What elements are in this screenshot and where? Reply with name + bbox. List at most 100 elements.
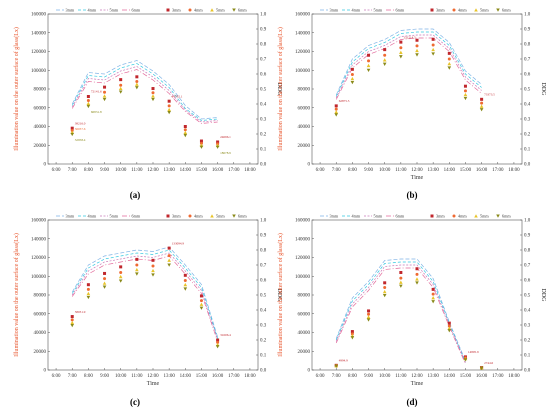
y-tick-label: 140000: [295, 31, 311, 36]
marker-4mm: [167, 104, 171, 108]
y2-axis-label: DDG: [540, 83, 546, 97]
y2-tick-label: 0.6: [524, 279, 531, 284]
y2-tick-label: 0.0: [524, 369, 531, 374]
legend-marker-label: 5mm: [216, 214, 225, 219]
marker-6mm: [334, 113, 339, 117]
y2-tick-label: 0.4: [260, 103, 267, 108]
marker-6mm: [215, 345, 220, 349]
marker-5mm: [399, 280, 403, 284]
legend-marker-swatch: [166, 8, 170, 12]
y2-tick-label: 0.1: [524, 148, 531, 153]
data-label: 18678.9: [220, 151, 231, 155]
legend-marker-swatch: [210, 214, 214, 218]
marker-3mm: [383, 281, 387, 285]
legend-marker-swatch: [188, 214, 192, 218]
marker-6mm: [135, 272, 139, 276]
y2-tick-label: 0.0: [524, 163, 531, 168]
x-tick-label: 14:00: [444, 374, 456, 379]
marker-5mm: [70, 320, 75, 325]
x-tick-label: 18:00: [508, 168, 520, 173]
marker-3mm: [86, 283, 90, 287]
marker-3mm: [415, 38, 419, 42]
legend-marker-label: 3mm: [172, 8, 181, 13]
marker-4mm: [367, 59, 371, 63]
marker-6mm: [183, 287, 188, 291]
ddg-line-5mm: [335, 264, 466, 363]
x-tick-label: 13:00: [163, 168, 175, 173]
y2-tick-label: 0.7: [260, 264, 267, 269]
y2-tick-label: 0.9: [524, 28, 531, 33]
marker-6mm: [183, 133, 188, 138]
legend-line-label: 4mm: [352, 8, 361, 13]
x-tick-label: 10:00: [379, 168, 391, 173]
marker-6mm: [167, 263, 171, 267]
marker-5mm: [183, 130, 188, 135]
marker-5mm: [431, 47, 435, 52]
x-tick-label: 17:00: [228, 374, 240, 379]
x-tick-label: 12:00: [411, 374, 423, 379]
y-tick-label: 60000: [298, 106, 311, 111]
marker-3mm: [399, 40, 403, 44]
marker-4mm: [151, 91, 155, 95]
y-tick-label: 80000: [298, 88, 311, 93]
data-label: 62875.5: [339, 99, 350, 103]
y-tick-label: 140000: [31, 31, 47, 36]
marker-6mm: [86, 295, 91, 300]
y2-tick-label: 0.6: [260, 73, 267, 78]
marker-3mm: [135, 75, 139, 79]
x-tick-label: 7:00: [332, 168, 341, 173]
y-tick-label: 40000: [34, 331, 47, 336]
y2-tick-label: 0.5: [260, 88, 267, 93]
data-label: 36037.6: [75, 127, 86, 131]
marker-6mm: [447, 329, 452, 333]
y2-tick-label: 0.7: [260, 58, 267, 63]
y-tick-label: 120000: [31, 50, 47, 55]
y-tick-label: 80000: [298, 294, 311, 299]
marker-5mm: [447, 61, 452, 66]
marker-5mm: [135, 82, 139, 86]
marker-6mm: [366, 68, 371, 73]
marker-3mm: [447, 321, 451, 325]
y2-tick-label: 0.6: [260, 279, 267, 284]
y2-tick-label: 0.4: [524, 103, 531, 108]
marker-3mm: [70, 315, 74, 319]
x-tick-label: 14:00: [180, 374, 192, 379]
y2-tick-label: 0.5: [524, 88, 531, 93]
marker-3mm: [167, 99, 171, 103]
marker-3mm: [463, 84, 467, 88]
x-tick-label: 9:00: [100, 168, 109, 173]
marker-6mm: [334, 364, 339, 368]
y-tick-label: 100000: [31, 275, 47, 280]
marker-6mm: [118, 279, 123, 283]
ddg-line-4mm: [71, 249, 218, 339]
marker-5mm: [167, 258, 171, 262]
y2-tick-label: 0.3: [524, 324, 531, 329]
marker-4mm: [463, 89, 467, 93]
data-label: 66831.8: [91, 110, 102, 114]
y-tick-label: 160000: [31, 219, 47, 224]
data-label: 64792.1: [172, 94, 183, 98]
y2-tick-label: 1.0: [260, 219, 267, 224]
marker-5mm: [447, 326, 452, 330]
x-tick-label: 8:00: [348, 374, 357, 379]
x-tick-label: 6:00: [52, 374, 61, 379]
marker-6mm: [447, 66, 452, 70]
y-tick-label: 120000: [295, 50, 311, 55]
x-tick-label: 15:00: [460, 374, 472, 379]
x-tick-label: 9:00: [364, 374, 373, 379]
marker-3mm: [86, 95, 90, 98]
marker-3mm: [350, 330, 354, 334]
x-tick-label: 16:00: [476, 168, 488, 173]
x-axis-label: Time: [147, 381, 160, 387]
legend-marker-swatch: [452, 8, 456, 12]
marker-3mm: [480, 97, 484, 101]
marker-4mm: [415, 44, 419, 48]
x-tick-label: 11:00: [395, 168, 407, 173]
marker-5mm: [382, 58, 387, 62]
y2-tick-label: 0.8: [260, 43, 267, 48]
marker-5mm: [431, 296, 435, 300]
x-tick-label: 16:00: [476, 374, 488, 379]
y-tick-label: 100000: [295, 69, 311, 74]
y2-tick-label: 0.1: [524, 354, 531, 359]
legend-marker-swatch: [232, 8, 236, 12]
